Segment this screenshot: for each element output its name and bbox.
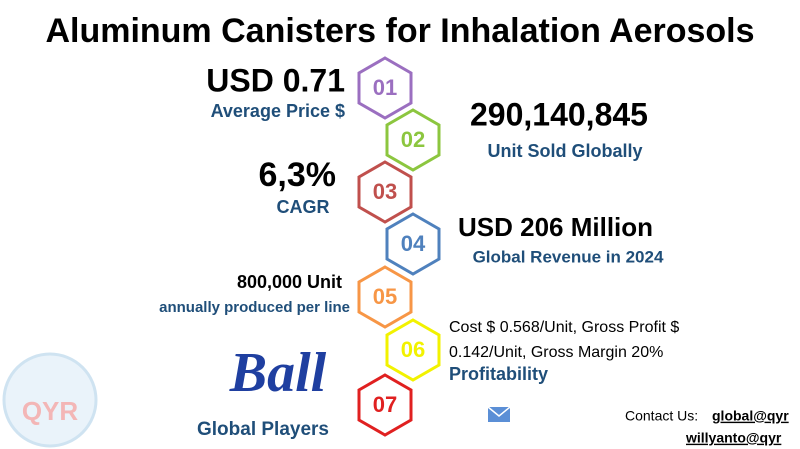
step-number: 07 [373,392,397,417]
envelope-icon [487,406,511,422]
step-number: 03 [373,179,397,204]
step-number: 05 [373,284,397,309]
step-number: 04 [401,231,426,256]
step-number: 01 [373,75,397,100]
title: Aluminum Canisters for Inhalation Aeroso… [45,12,754,50]
contact-email[interactable]: global@qyr [712,408,789,424]
value: 800,000 Unit [237,272,342,292]
hexagon [357,56,413,120]
label: Average Price $ [211,101,345,121]
watermark-globe [2,352,98,448]
value: USD 206 Million [458,212,653,242]
hexagon [357,373,413,437]
step-number: 06 [401,337,425,362]
contact-email[interactable]: willyanto@qyr [685,430,782,446]
hexagon [385,318,441,382]
hexagon [357,265,413,329]
hexagon [385,108,441,172]
value: USD 0.71 [206,62,345,98]
step-number: 02 [401,127,425,152]
label: Global Players [197,419,329,440]
value: 290,140,845 [470,96,648,132]
hexagon [385,212,441,276]
label: Profitability [449,364,548,384]
line: 0.142/Unit, Gross Margin 20% [449,344,663,361]
label: Global Revenue in 2024 [473,247,664,266]
logo: Ball [229,342,327,404]
label: CAGR [277,197,330,217]
contact-prefix: Contact Us: [625,408,698,424]
value: 6,3% [259,156,337,194]
label: annually produced per line [159,299,350,316]
line: Cost $ 0.568/Unit, Gross Profit $ [449,319,679,336]
watermark: QYR [22,396,79,426]
hexagon [357,160,413,224]
label: Unit Sold Globally [487,141,642,161]
